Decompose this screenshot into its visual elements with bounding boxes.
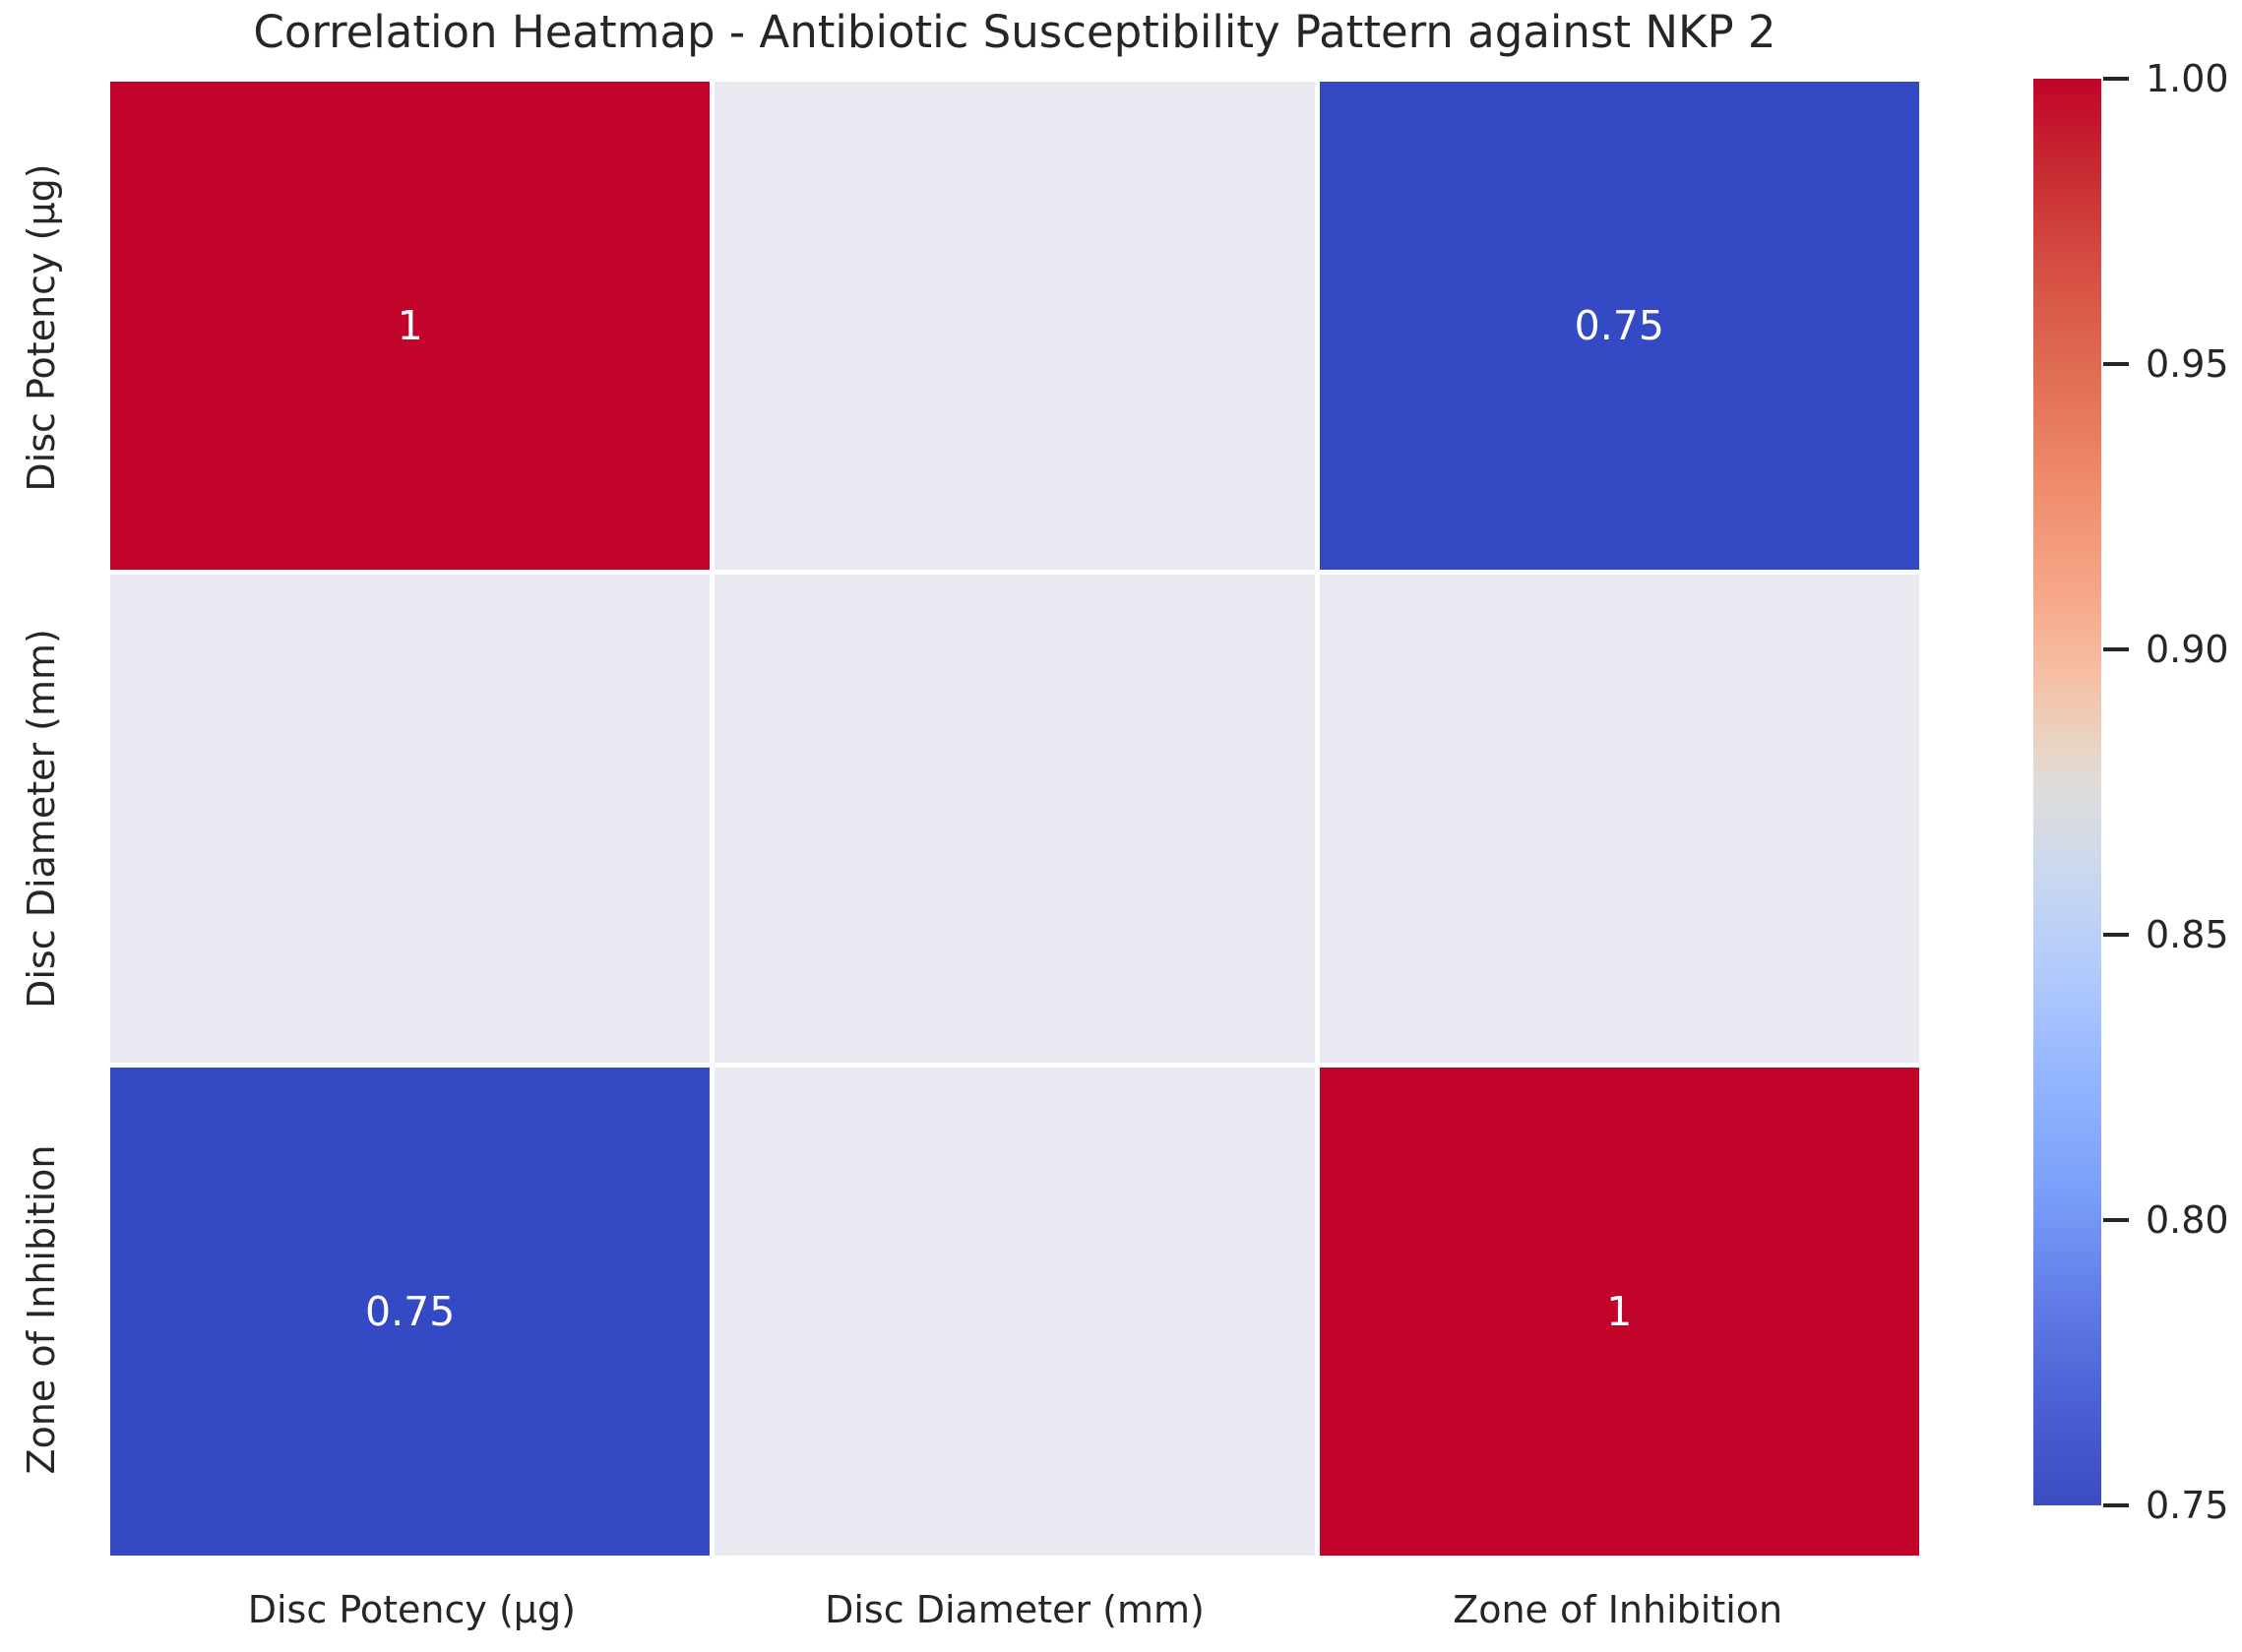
x-axis-label-2: Zone of Inhibition (1453, 1588, 1783, 1631)
colorbar-tick-label-0: 1.00 (2146, 57, 2229, 100)
heatmap-cell-r1-c2 (1319, 575, 1919, 1063)
cell-annotation: 0.75 (365, 1288, 456, 1335)
heatmap-cell-r1-c1 (715, 575, 1315, 1063)
x-axis-label-1: Disc Diameter (mm) (825, 1588, 1205, 1631)
cell-annotation: 1 (1606, 1288, 1633, 1335)
y-axis-label-1: Disc Diameter (mm) (20, 629, 63, 1009)
colorbar-tick-label-3: 0.85 (2146, 913, 2229, 956)
colorbar-tick-mark-4 (2103, 1218, 2129, 1222)
heatmap-cell-r2-c2: 1 (1319, 1068, 1919, 1556)
colorbar-tick-label-4: 0.80 (2146, 1198, 2229, 1242)
heatmap-cell-r0-c0: 1 (110, 82, 711, 570)
heatmap-cell-r0-c2: 0.75 (1319, 82, 1919, 570)
chart-title: Correlation Heatmap - Antibiotic Suscept… (253, 6, 1776, 58)
colorbar-tick-mark-5 (2103, 1503, 2129, 1507)
colorbar-tick-label-2: 0.90 (2146, 628, 2229, 671)
heatmap-cell-r0-c1 (715, 82, 1315, 570)
colorbar-tick-label-5: 0.75 (2146, 1484, 2229, 1527)
x-axis-label-0: Disc Potency (µg) (247, 1588, 576, 1631)
colorbar-tick-mark-2 (2103, 647, 2129, 651)
colorbar-tick-label-1: 0.95 (2146, 342, 2229, 386)
colorbar-gradient (2033, 79, 2101, 1505)
y-axis-label-2: Zone of Inhibition (20, 1144, 63, 1475)
heatmap-grid: 1 0.75 0.75 1 (110, 82, 1919, 1556)
cell-annotation: 1 (397, 302, 423, 349)
cell-annotation: 0.75 (1574, 302, 1664, 349)
y-axis-label-0: Disc Potency (µg) (20, 163, 63, 492)
colorbar-tick-mark-1 (2103, 362, 2129, 366)
colorbar-tick-mark-3 (2103, 933, 2129, 937)
colorbar-tick-mark-0 (2103, 77, 2129, 81)
heatmap-cell-r1-c0 (110, 575, 711, 1063)
heatmap-cell-r2-c0: 0.75 (110, 1068, 711, 1556)
heatmap-cell-r2-c1 (715, 1068, 1315, 1556)
